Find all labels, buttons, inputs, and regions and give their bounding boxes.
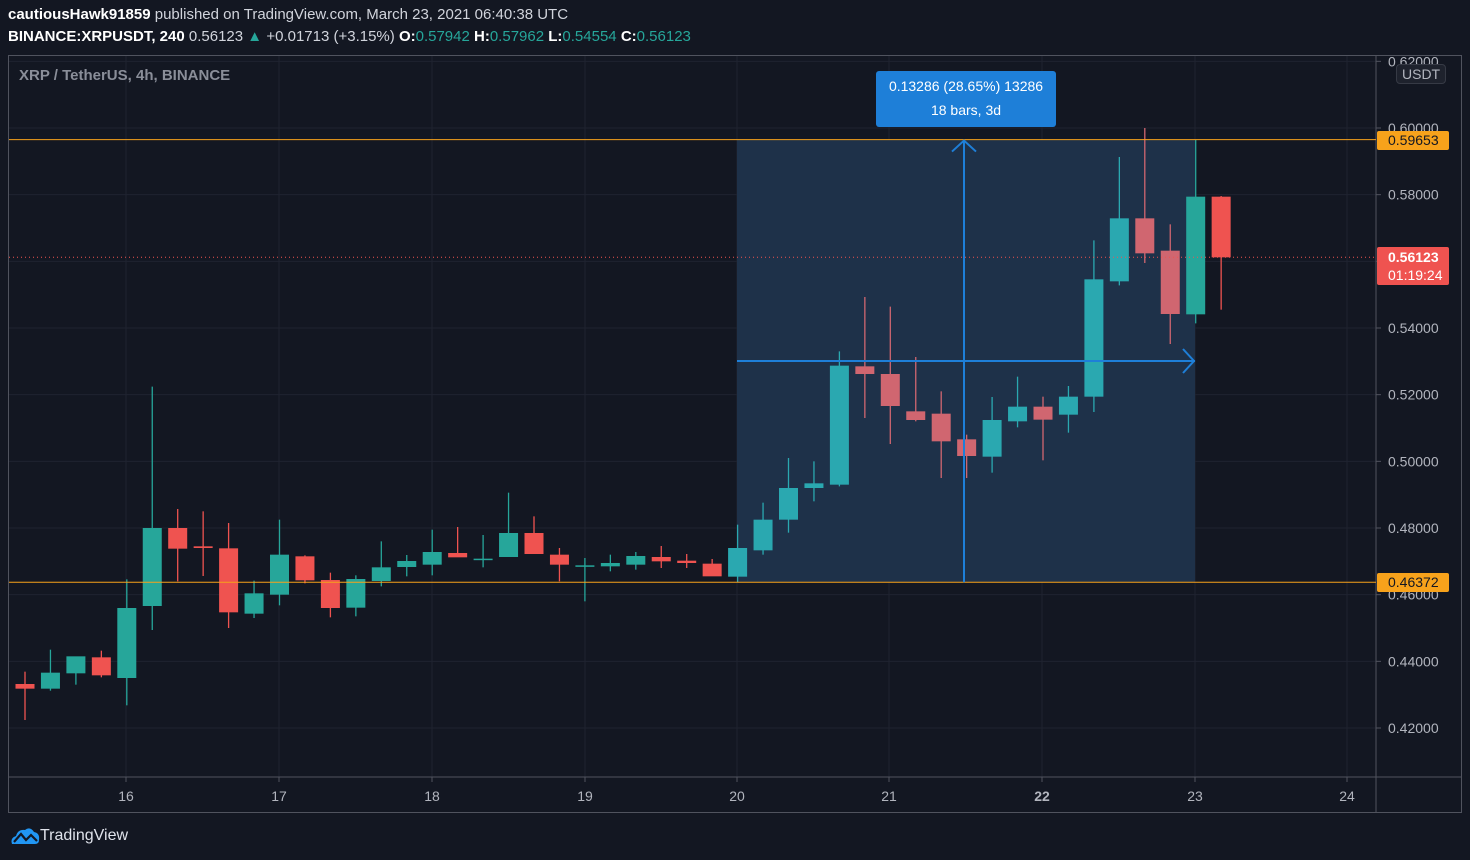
- published-text: published on TradingView.com, March 23, …: [150, 6, 569, 23]
- measure-bars: 18 bars, 3d: [930, 102, 1002, 118]
- svg-text:18: 18: [424, 788, 440, 804]
- svg-text:0.44000: 0.44000: [1388, 653, 1439, 669]
- svg-text:0.54000: 0.54000: [1388, 320, 1439, 336]
- open-value: 0.57942: [415, 28, 470, 45]
- svg-text:0.50000: 0.50000: [1388, 453, 1439, 469]
- price-change: +0.01713 (+3.15%): [266, 28, 395, 45]
- footer-brand[interactable]: TradingView: [10, 826, 128, 846]
- measure-change: 0.13286 (28.65%) 13286: [888, 78, 1044, 94]
- lower-level-price-tag: 0.46372: [1377, 573, 1449, 592]
- up-triangle-icon: ▲: [247, 28, 263, 45]
- svg-text:19: 19: [577, 788, 593, 804]
- open-label: O:: [398, 28, 416, 45]
- ohlc-legend: BINANCE:XRPUSDT, 240 0.56123 ▲ +0.01713 …: [8, 28, 691, 45]
- svg-text:0.58000: 0.58000: [1388, 187, 1439, 203]
- brand-name: TradingView: [40, 827, 129, 844]
- svg-text:0.52000: 0.52000: [1388, 387, 1439, 403]
- symbol-interval: BINANCE:XRPUSDT, 240: [8, 28, 185, 45]
- svg-text:24: 24: [1339, 788, 1355, 804]
- last-price: 0.56123: [188, 28, 244, 45]
- measure-tooltip: 0.13286 (28.65%) 13286 18 bars, 3d: [876, 71, 1056, 127]
- author-name[interactable]: cautiousHawk91859: [8, 6, 151, 23]
- high-value: 0.57962: [489, 28, 545, 45]
- bar-countdown: 01:19:24: [1388, 267, 1443, 283]
- low-value: 0.54554: [562, 28, 617, 45]
- high-label: H:: [474, 28, 490, 45]
- publish-info: cautiousHawk91859 published on TradingVi…: [8, 6, 568, 23]
- svg-text:0.42000: 0.42000: [1388, 720, 1439, 736]
- close-label: C:: [620, 28, 637, 45]
- low-label: L:: [548, 28, 563, 45]
- svg-text:21: 21: [881, 788, 897, 804]
- svg-text:0.48000: 0.48000: [1388, 520, 1439, 536]
- svg-text:20: 20: [729, 788, 745, 804]
- svg-text:22: 22: [1034, 788, 1050, 804]
- svg-text:17: 17: [271, 788, 287, 804]
- tradingview-logo-icon: [11, 828, 40, 844]
- svg-text:23: 23: [1187, 788, 1203, 804]
- close-value: 0.56123: [636, 28, 691, 45]
- current-price-tag: 0.56123 01:19:24: [1377, 247, 1449, 285]
- currency-badge[interactable]: USDT: [1396, 64, 1447, 84]
- chart-frame: [8, 55, 1462, 813]
- svg-text:16: 16: [118, 788, 134, 804]
- chart-symbol-label: XRP / TetherUS, 4h, BINANCE: [19, 67, 231, 84]
- current-price: 0.56123: [1388, 249, 1439, 265]
- upper-level-price-tag: 0.59653: [1377, 131, 1449, 150]
